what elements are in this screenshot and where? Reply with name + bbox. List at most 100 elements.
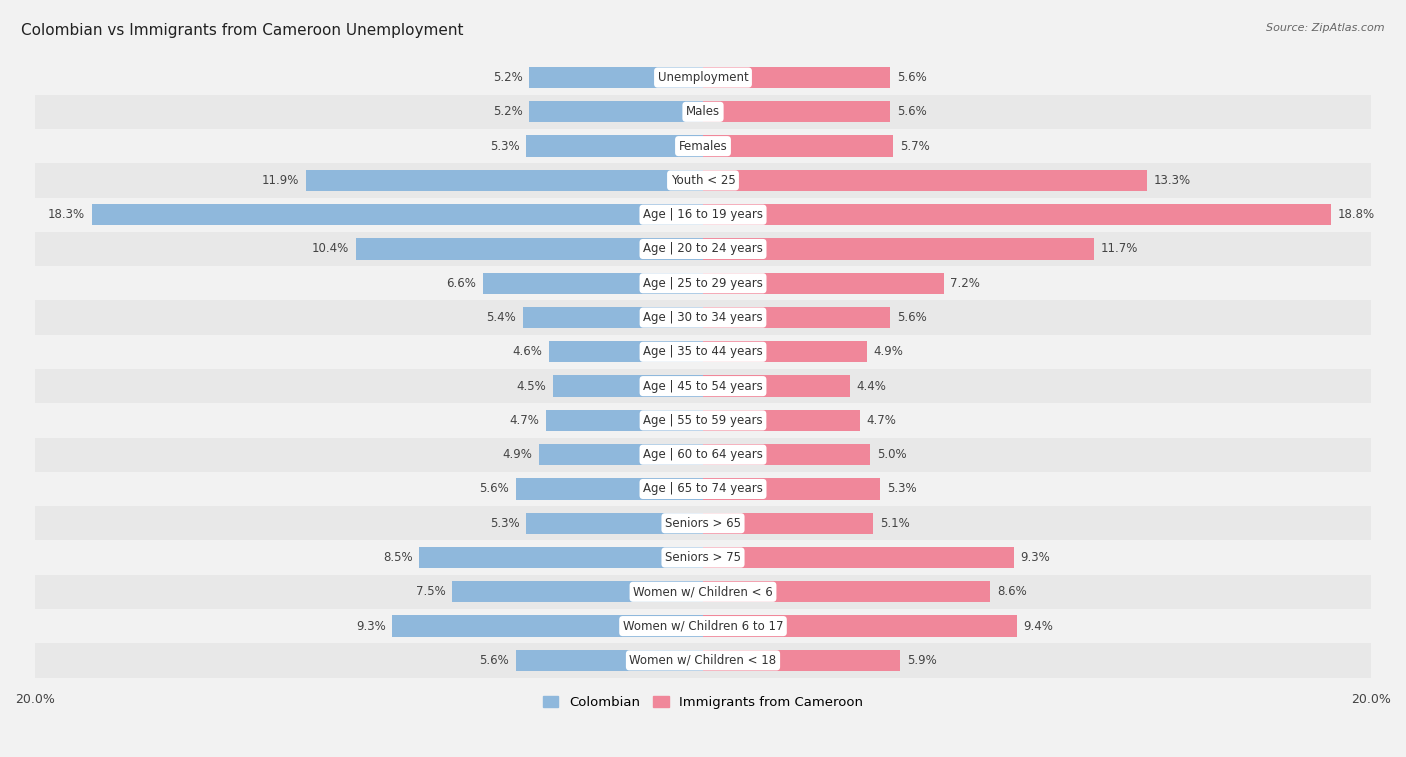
Bar — [526, 512, 703, 534]
Text: 5.3%: 5.3% — [489, 517, 519, 530]
Bar — [35, 301, 1371, 335]
Text: Age | 30 to 34 years: Age | 30 to 34 years — [643, 311, 763, 324]
Text: 5.7%: 5.7% — [900, 139, 929, 153]
Text: 4.9%: 4.9% — [873, 345, 903, 358]
Bar — [703, 581, 990, 603]
Text: Age | 55 to 59 years: Age | 55 to 59 years — [643, 414, 763, 427]
Bar — [703, 67, 890, 88]
Text: Age | 45 to 54 years: Age | 45 to 54 years — [643, 379, 763, 393]
Text: Age | 25 to 29 years: Age | 25 to 29 years — [643, 277, 763, 290]
Text: 5.6%: 5.6% — [897, 105, 927, 118]
Text: 5.0%: 5.0% — [877, 448, 907, 461]
Text: 5.2%: 5.2% — [494, 105, 523, 118]
Bar — [35, 335, 1371, 369]
Text: 5.3%: 5.3% — [489, 139, 519, 153]
Text: Age | 35 to 44 years: Age | 35 to 44 years — [643, 345, 763, 358]
Bar — [453, 581, 703, 603]
Bar — [703, 341, 866, 363]
Text: 4.5%: 4.5% — [516, 379, 546, 393]
Text: 5.6%: 5.6% — [479, 482, 509, 496]
Text: 8.5%: 8.5% — [382, 551, 412, 564]
Bar — [540, 444, 703, 466]
Text: 5.1%: 5.1% — [880, 517, 910, 530]
Text: 18.8%: 18.8% — [1337, 208, 1375, 221]
Bar — [529, 101, 703, 123]
Text: Females: Females — [679, 139, 727, 153]
Bar — [703, 444, 870, 466]
Bar — [553, 375, 703, 397]
Text: 7.2%: 7.2% — [950, 277, 980, 290]
Text: Age | 16 to 19 years: Age | 16 to 19 years — [643, 208, 763, 221]
Text: Colombian vs Immigrants from Cameroon Unemployment: Colombian vs Immigrants from Cameroon Un… — [21, 23, 464, 38]
Text: Seniors > 65: Seniors > 65 — [665, 517, 741, 530]
Bar — [35, 609, 1371, 643]
Bar — [703, 547, 1014, 569]
Text: 4.6%: 4.6% — [513, 345, 543, 358]
Bar — [356, 238, 703, 260]
Bar — [703, 273, 943, 294]
Bar — [305, 170, 703, 191]
Text: 5.9%: 5.9% — [907, 654, 936, 667]
Bar — [35, 506, 1371, 540]
Text: 9.3%: 9.3% — [1021, 551, 1050, 564]
Bar — [392, 615, 703, 637]
Text: 5.6%: 5.6% — [897, 71, 927, 84]
Bar — [35, 266, 1371, 301]
Bar — [703, 136, 893, 157]
Text: Youth < 25: Youth < 25 — [671, 174, 735, 187]
Text: 5.4%: 5.4% — [486, 311, 516, 324]
Text: 10.4%: 10.4% — [312, 242, 349, 255]
Bar — [35, 95, 1371, 129]
Text: 13.3%: 13.3% — [1154, 174, 1191, 187]
Text: Women w/ Children < 18: Women w/ Children < 18 — [630, 654, 776, 667]
Bar — [35, 164, 1371, 198]
Bar — [35, 575, 1371, 609]
Bar — [35, 129, 1371, 164]
Text: Seniors > 75: Seniors > 75 — [665, 551, 741, 564]
Bar — [703, 650, 900, 671]
Bar — [703, 170, 1147, 191]
Text: Age | 60 to 64 years: Age | 60 to 64 years — [643, 448, 763, 461]
Text: Source: ZipAtlas.com: Source: ZipAtlas.com — [1267, 23, 1385, 33]
Bar — [35, 61, 1371, 95]
Bar — [703, 238, 1094, 260]
Legend: Colombian, Immigrants from Cameroon: Colombian, Immigrants from Cameroon — [537, 690, 869, 714]
Bar — [35, 232, 1371, 266]
Text: 5.3%: 5.3% — [887, 482, 917, 496]
Text: 4.9%: 4.9% — [503, 448, 533, 461]
Bar — [550, 341, 703, 363]
Bar — [546, 410, 703, 431]
Bar — [529, 67, 703, 88]
Bar — [703, 615, 1017, 637]
Text: 4.7%: 4.7% — [866, 414, 897, 427]
Text: 4.4%: 4.4% — [856, 379, 887, 393]
Bar — [516, 650, 703, 671]
Bar — [703, 101, 890, 123]
Text: Males: Males — [686, 105, 720, 118]
Bar — [703, 375, 851, 397]
Bar — [703, 307, 890, 329]
Bar — [35, 403, 1371, 438]
Bar — [526, 136, 703, 157]
Text: Unemployment: Unemployment — [658, 71, 748, 84]
Text: 9.4%: 9.4% — [1024, 619, 1053, 633]
Text: 11.9%: 11.9% — [262, 174, 299, 187]
Bar — [482, 273, 703, 294]
Bar — [419, 547, 703, 569]
Bar — [523, 307, 703, 329]
Text: 5.6%: 5.6% — [897, 311, 927, 324]
Text: 8.6%: 8.6% — [997, 585, 1026, 598]
Text: Age | 65 to 74 years: Age | 65 to 74 years — [643, 482, 763, 496]
Bar — [35, 438, 1371, 472]
Bar — [35, 472, 1371, 506]
Bar — [35, 643, 1371, 678]
Text: 6.6%: 6.6% — [446, 277, 475, 290]
Text: 18.3%: 18.3% — [48, 208, 84, 221]
Bar — [35, 198, 1371, 232]
Text: Women w/ Children 6 to 17: Women w/ Children 6 to 17 — [623, 619, 783, 633]
Bar — [703, 204, 1331, 226]
Bar — [516, 478, 703, 500]
Text: 4.7%: 4.7% — [509, 414, 540, 427]
Bar — [703, 512, 873, 534]
Bar — [703, 478, 880, 500]
